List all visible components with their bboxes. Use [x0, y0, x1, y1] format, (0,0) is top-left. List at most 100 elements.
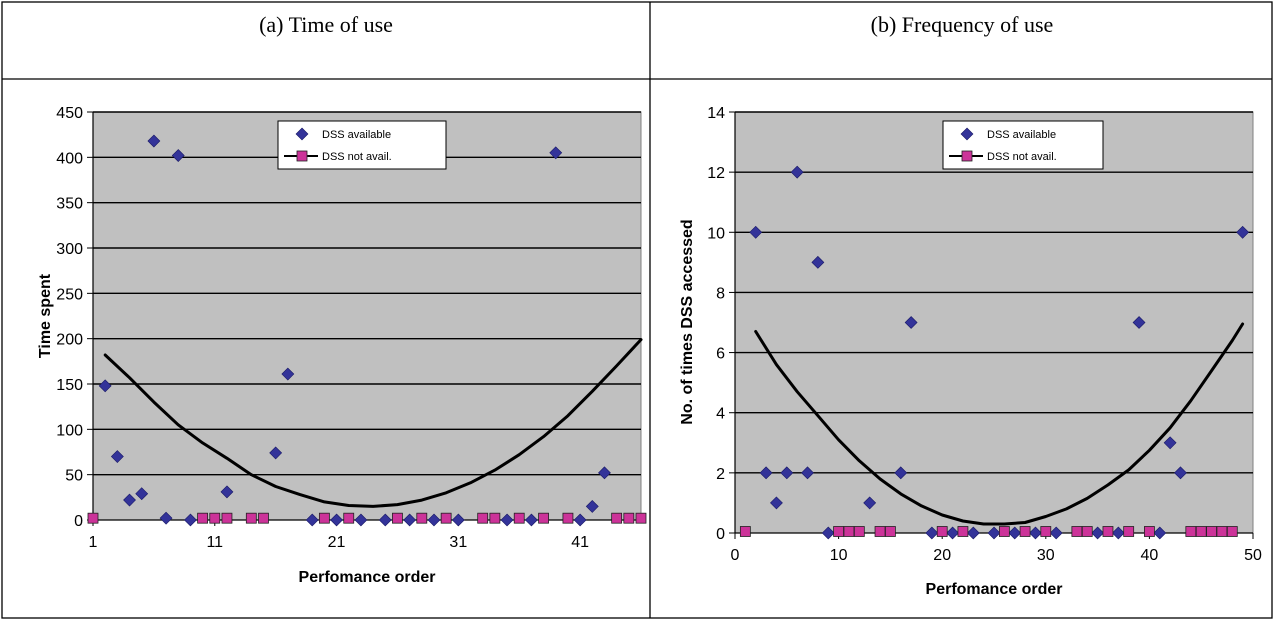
- chart-2-point-dss-not-available: [1216, 526, 1228, 537]
- chart-1-plot-area: [92, 111, 642, 521]
- chart-1-point-dss-not-available: [489, 512, 501, 524]
- chart-2-point-dss-available: [894, 466, 908, 480]
- chart-1-point-dss-available: [427, 513, 441, 527]
- chart-2-ytick-label: 6: [716, 346, 725, 363]
- chart-1-point-dss-available: [598, 466, 611, 480]
- chart-2-point-dss-available: [966, 526, 980, 540]
- chart-1-xtick-label: 41: [571, 534, 589, 551]
- chart-2-ytick-label: 4: [716, 406, 725, 423]
- chart-2-point-dss-not-available: [936, 526, 948, 537]
- chart-1-ytick-label: 50: [65, 468, 83, 485]
- chart-2-point-dss-available: [1132, 316, 1146, 329]
- chart-2-point-dss-available: [821, 526, 835, 540]
- chart-1-point-dss-not-available: [562, 512, 574, 524]
- chart-1-ytick-label: 0: [74, 513, 83, 530]
- chart-2-point-dss-available: [1163, 436, 1177, 450]
- chart-2-xtick-label: 50: [1244, 547, 1262, 564]
- chart-2-ytick-label: 8: [716, 285, 725, 302]
- chart-2-point-dss-available: [790, 165, 804, 179]
- chart-2-point-dss-not-available: [1071, 526, 1083, 537]
- chart-2-ytick-label: 2: [716, 466, 725, 483]
- chart-1-point-dss-not-available: [635, 512, 647, 524]
- chart-1-point-dss-available: [549, 146, 563, 160]
- chart-2-point-dss-not-available: [833, 526, 844, 537]
- chart-1-legend-marker-dss-available: [295, 127, 309, 141]
- chart-1-point-dss-available: [135, 487, 149, 501]
- chart-2-point-dss-not-available: [1206, 526, 1217, 537]
- chart-1-point-dss-available: [98, 379, 112, 393]
- chart-2-point-dss-available: [1008, 526, 1022, 540]
- chart-1-point-dss-not-available: [258, 512, 269, 524]
- chart-2-point-dss-not-available: [1195, 526, 1207, 537]
- chart-1-point-dss-available: [573, 513, 587, 527]
- chart-1-point-dss-available: [220, 485, 234, 499]
- chart-2-legend-marker-dss-not-available: [961, 150, 973, 162]
- chart-2-point-dss-not-available: [885, 526, 896, 537]
- chart-1-point-dss-not-available: [513, 512, 525, 524]
- chart-1-point-dss-available: [524, 513, 538, 527]
- chart-1-point-dss-available: [354, 513, 368, 527]
- chart-2-point-dss-not-available: [853, 526, 865, 537]
- chart-1-point-dss-available: [281, 367, 295, 381]
- chart-2-point-dss-available: [1174, 466, 1187, 480]
- chart-2-point-dss-available: [925, 526, 939, 540]
- chart-2-point-dss-available: [946, 526, 959, 540]
- chart-1-ytick-label: 150: [56, 377, 83, 394]
- chart-1-ytick-label: 200: [56, 332, 83, 349]
- chart-2-point-dss-not-available: [843, 526, 855, 537]
- chart-1-legend-marker-dss-not-available: [296, 150, 308, 162]
- chart-2-xtick-label: 20: [933, 547, 951, 564]
- chart-1-point-dss-available: [269, 446, 283, 460]
- panel-a-caption: (a) Time of use: [259, 12, 393, 37]
- chart-1-xtick-label: 31: [449, 534, 467, 551]
- chart-1-xtick-label: 11: [206, 534, 223, 551]
- chart-2-ytick-label: 10: [707, 225, 725, 242]
- chart-1-point-dss-available: [171, 149, 185, 162]
- chart-2-point-dss-available: [987, 526, 1001, 540]
- chart-2-point-dss-not-available: [1081, 526, 1093, 537]
- chart-2-point-dss-not-available: [1019, 526, 1031, 537]
- chart-1-point-dss-not-available: [343, 512, 355, 524]
- chart-2-plot-area: [734, 111, 1254, 534]
- chart-2-point-dss-available: [1111, 526, 1125, 540]
- chart-1-legend: DSS available DSS not avail.: [277, 120, 447, 170]
- chart-2-xtick-label: 10: [830, 547, 848, 564]
- chart-1-point-dss-not-available: [477, 512, 489, 524]
- chart-2-legend: DSS available DSS not avail.: [942, 120, 1104, 170]
- chart-1-point-dss-not-available: [245, 512, 257, 524]
- chart-1-point-dss-available: [500, 513, 514, 527]
- chart-2-point-dss-available: [749, 225, 763, 239]
- chart-2-legend-label-dss-available: DSS available: [987, 129, 1056, 141]
- chart-1-point-dss-not-available: [623, 512, 635, 524]
- chart-1-point-dss-not-available: [221, 512, 233, 524]
- chart-1-point-dss-available: [451, 513, 465, 527]
- chart-2-point-dss-available: [1236, 225, 1250, 239]
- chart-2-legend-marker-dss-available: [960, 127, 974, 141]
- chart-1-point-dss-not-available: [87, 512, 99, 524]
- chart-2-point-dss-not-available: [1123, 526, 1135, 537]
- chart-1-xtick-label: 1: [89, 534, 98, 551]
- chart-1-ytick-label: 400: [56, 150, 83, 167]
- chart-2-point-dss-not-available: [1185, 526, 1197, 537]
- chart-1-ytick-label: 300: [56, 241, 83, 258]
- chart-2-trendline: [754, 322, 1245, 526]
- chart-2-ytick-label: 0: [716, 526, 725, 543]
- chart-1-point-dss-not-available: [209, 512, 221, 524]
- chart-1-point-dss-available: [183, 513, 197, 527]
- chart-frequency-of-use: 0 2 4 6 8 10 12 14 0 10 20 30 40 50 Perfomance order No…: [679, 105, 1262, 598]
- chart-2-point-dss-not-available: [1144, 526, 1155, 537]
- chart-2-point-dss-available: [904, 316, 918, 329]
- chart-1-point-dss-available: [378, 513, 392, 527]
- chart-2-ytick-label: 14: [707, 105, 725, 122]
- chart-2-xtick-label: 30: [1037, 547, 1055, 564]
- chart-2-point-dss-not-available: [1102, 526, 1114, 537]
- chart-1-point-dss-available: [147, 134, 161, 148]
- chart-1-point-dss-available: [123, 493, 136, 507]
- chart-1-point-dss-not-available: [197, 512, 209, 524]
- chart-1-point-dss-not-available: [611, 512, 623, 524]
- chart-2-legend-label-dss-not-available: DSS not avail.: [987, 151, 1057, 163]
- chart-2-point-dss-available: [1091, 526, 1105, 540]
- chart-1-point-dss-not-available: [440, 512, 452, 524]
